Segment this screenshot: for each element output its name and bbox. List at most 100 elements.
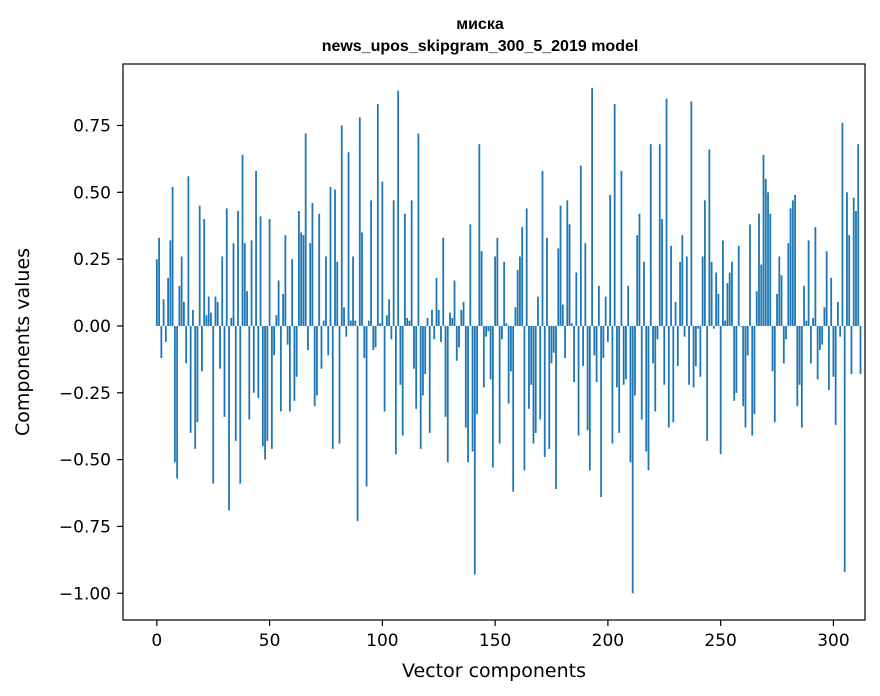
bar-45 xyxy=(257,325,260,399)
bar-57 xyxy=(284,235,287,326)
bar-239 xyxy=(694,325,697,367)
bar-226 xyxy=(665,98,668,326)
bar-106 xyxy=(394,325,397,455)
bar-183 xyxy=(568,224,571,326)
bar-124 xyxy=(435,277,438,326)
bar-250 xyxy=(719,325,722,455)
bar-196 xyxy=(597,285,600,326)
bar-283 xyxy=(794,194,796,326)
bar-95 xyxy=(370,200,372,326)
bar-137 xyxy=(464,325,467,428)
bar-237 xyxy=(690,101,693,326)
bar-1 xyxy=(158,237,160,326)
bar-83 xyxy=(343,307,345,326)
bar-30 xyxy=(223,325,226,417)
bar-14 xyxy=(187,176,190,326)
bar-136 xyxy=(462,301,465,326)
bar-251 xyxy=(722,240,724,326)
bar-93 xyxy=(365,325,368,487)
bar-260 xyxy=(742,325,745,407)
bar-160 xyxy=(516,269,519,326)
bar-129 xyxy=(446,325,449,463)
bar-116 xyxy=(417,133,420,326)
bar-60 xyxy=(291,259,294,326)
bar-144 xyxy=(480,251,483,326)
bar-172 xyxy=(543,325,546,457)
bar-302 xyxy=(837,301,839,326)
bar-225 xyxy=(663,325,666,385)
x-tick-label: 250 xyxy=(704,631,736,651)
bar-48 xyxy=(264,325,266,460)
bar-82 xyxy=(340,125,343,326)
bar-188 xyxy=(579,165,582,326)
bar-192 xyxy=(588,325,591,471)
bar-36 xyxy=(237,211,239,326)
bar-94 xyxy=(367,320,370,326)
bar-286 xyxy=(800,325,803,428)
bar-44 xyxy=(255,170,257,326)
bar-61 xyxy=(293,325,296,401)
y-tick-label: 0.75 xyxy=(73,116,111,136)
bar-41 xyxy=(248,325,251,420)
bar-42 xyxy=(250,240,253,326)
bar-274 xyxy=(773,325,776,423)
bar-155 xyxy=(505,323,508,326)
bar-308 xyxy=(850,325,853,375)
bar-301 xyxy=(834,325,837,425)
bar-113 xyxy=(410,200,413,326)
bar-244 xyxy=(706,325,709,441)
bar-68 xyxy=(309,243,312,326)
bar-230 xyxy=(674,301,677,326)
bar-167 xyxy=(532,325,535,444)
bar-38 xyxy=(241,154,244,326)
bar-206 xyxy=(620,170,623,326)
bar-40 xyxy=(246,291,248,326)
bar-43 xyxy=(252,325,255,393)
bar-27 xyxy=(216,301,219,326)
chart-title: миска xyxy=(456,16,504,33)
bar-87 xyxy=(352,256,354,326)
bar-158 xyxy=(512,325,515,492)
bar-70 xyxy=(313,325,316,407)
bar-84 xyxy=(345,325,348,337)
bar-264 xyxy=(751,325,754,436)
bar-199 xyxy=(604,296,607,326)
bar-23 xyxy=(207,296,210,326)
bar-217 xyxy=(645,325,648,452)
bar-64 xyxy=(300,232,303,326)
bar-50 xyxy=(268,219,271,326)
y-tick-label: −1.00 xyxy=(59,584,111,604)
bar-291 xyxy=(812,317,815,326)
bar-12 xyxy=(182,301,185,326)
bar-52 xyxy=(273,325,275,356)
bar-150 xyxy=(494,256,497,326)
bar-171 xyxy=(541,170,544,326)
bar-24 xyxy=(210,312,212,326)
bar-267 xyxy=(758,213,760,326)
bar-208 xyxy=(625,325,627,380)
bar-28 xyxy=(219,325,221,369)
bar-140 xyxy=(471,325,474,452)
bar-279 xyxy=(785,325,787,340)
bar-20 xyxy=(201,325,203,372)
bar-312 xyxy=(859,325,862,375)
bar-92 xyxy=(363,325,366,359)
bar-117 xyxy=(419,325,422,449)
bar-197 xyxy=(600,325,603,498)
bar-31 xyxy=(225,208,228,326)
bar-255 xyxy=(731,261,733,326)
bar-270 xyxy=(764,178,767,326)
bar-213 xyxy=(636,235,639,326)
bar-176 xyxy=(552,325,555,353)
bar-289 xyxy=(807,240,810,326)
y-axis-label: Components values xyxy=(12,248,34,436)
bar-294 xyxy=(818,325,821,351)
bar-71 xyxy=(316,325,318,396)
bar-151 xyxy=(496,237,499,326)
bar-88 xyxy=(354,320,357,326)
bar-236 xyxy=(688,325,690,385)
bar-80 xyxy=(336,261,339,326)
bar-180 xyxy=(561,304,564,326)
bar-268 xyxy=(760,264,763,326)
bar-186 xyxy=(575,272,578,326)
